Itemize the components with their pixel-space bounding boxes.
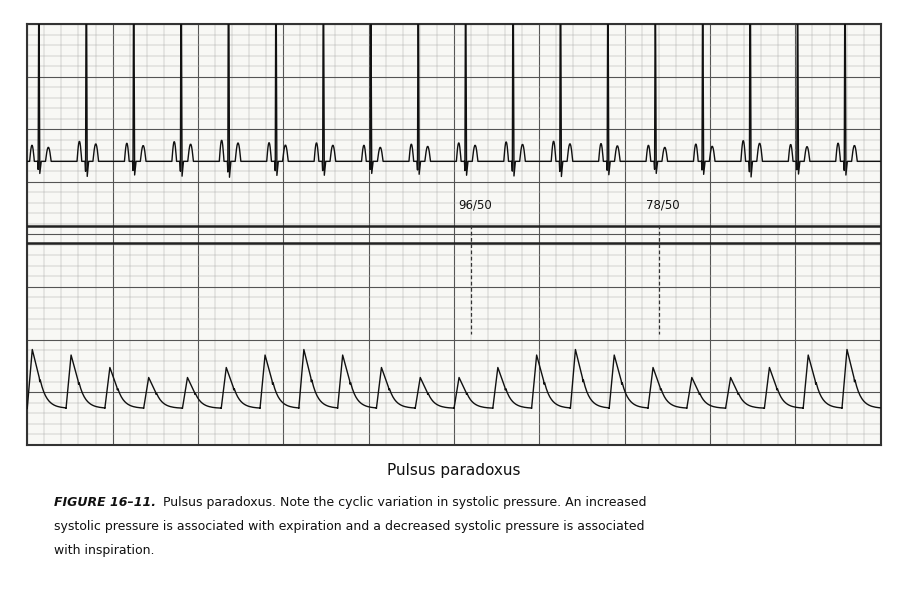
Text: Pulsus paradoxus. Note the cyclic variation in systolic pressure. An increased: Pulsus paradoxus. Note the cyclic variat…	[159, 496, 646, 509]
Text: 78/50: 78/50	[646, 198, 680, 211]
Text: Pulsus paradoxus: Pulsus paradoxus	[387, 463, 521, 478]
Text: systolic pressure is associated with expiration and a decreased systolic pressur: systolic pressure is associated with exp…	[54, 520, 645, 533]
Text: 96/50: 96/50	[459, 198, 492, 211]
Text: with inspiration.: with inspiration.	[54, 544, 155, 557]
Text: FIGURE 16–11.: FIGURE 16–11.	[54, 496, 156, 509]
